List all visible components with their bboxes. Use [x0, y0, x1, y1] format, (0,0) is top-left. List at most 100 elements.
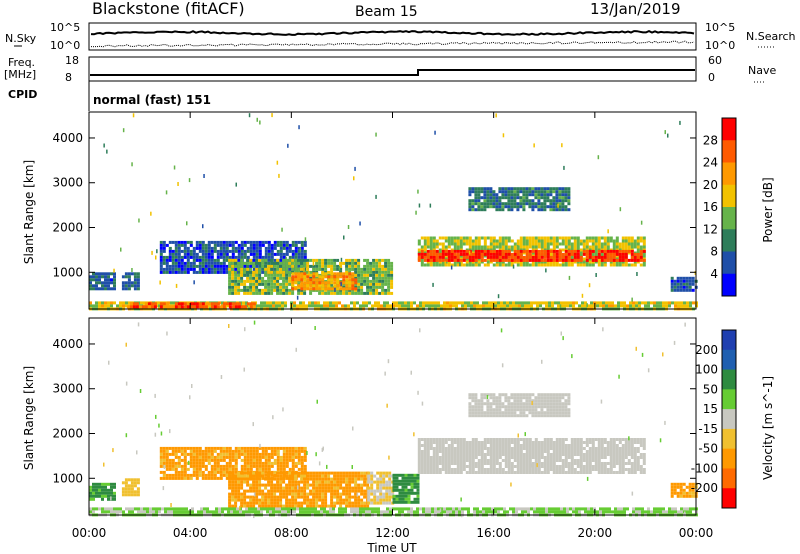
power-cell — [600, 255, 604, 259]
power-cell — [423, 242, 427, 246]
velocity-cell — [492, 450, 496, 453]
power-cell — [129, 302, 133, 306]
power-cell — [282, 264, 286, 268]
power-cell — [318, 261, 322, 265]
velocity-cell — [528, 471, 532, 474]
velocity-cell — [165, 446, 169, 450]
velocity-cell — [435, 459, 439, 462]
power-cell — [336, 284, 340, 288]
velocity-cell — [537, 462, 541, 465]
velocity-cell — [537, 468, 541, 471]
power-cell — [324, 287, 328, 291]
power-cell — [483, 190, 487, 194]
power-cell — [122, 304, 125, 308]
power-cell — [410, 301, 413, 305]
power-cell — [168, 246, 172, 250]
velocity-cell — [294, 495, 298, 499]
power-cell — [459, 263, 463, 267]
power-cell — [621, 239, 625, 243]
power-cell — [273, 288, 277, 292]
power-scatter-cell — [607, 229, 609, 234]
velocity-cell — [282, 446, 286, 450]
velocity-cell — [216, 458, 220, 462]
velocity-cell — [186, 473, 190, 477]
velocity-cell — [312, 504, 316, 508]
power-cell — [486, 193, 490, 197]
velocity-cell — [288, 489, 292, 493]
velocity-cell — [291, 467, 295, 471]
power-cell — [540, 249, 544, 253]
power-cell — [264, 264, 268, 268]
velocity-cell — [360, 477, 364, 481]
power-cell — [294, 272, 298, 276]
velocity-cell — [540, 450, 544, 453]
velocity-cell — [498, 468, 502, 471]
velocity-cell — [465, 441, 469, 444]
velocity-cell — [450, 444, 454, 447]
power-cell — [267, 258, 271, 262]
velocity-cell — [282, 455, 286, 459]
power-cell — [404, 304, 407, 308]
power-cell — [183, 261, 187, 265]
power-cell — [642, 239, 646, 243]
power-cell — [377, 304, 380, 308]
power-cell — [261, 276, 265, 280]
power-cell — [456, 242, 460, 246]
velocity-cell — [376, 477, 380, 481]
velocity-cell — [234, 504, 238, 508]
velocity-cell — [537, 441, 541, 444]
velocity-cell — [237, 492, 241, 496]
power-cell — [255, 282, 259, 286]
power-cell — [447, 239, 451, 243]
power-cell — [549, 202, 553, 206]
power-cell — [311, 304, 314, 308]
power-cell — [270, 243, 274, 247]
power-cell — [516, 260, 520, 264]
power-cell — [510, 190, 514, 194]
velocity-cell — [348, 486, 352, 490]
velocity-cell — [327, 477, 331, 481]
power-cell — [210, 246, 214, 250]
velocity-cell — [558, 438, 562, 441]
power-cell — [243, 252, 247, 256]
power-cell — [183, 252, 187, 256]
power-cell — [384, 264, 388, 268]
velocity-cell — [315, 480, 319, 484]
power-cell — [425, 304, 428, 308]
velocity-cell — [216, 446, 220, 450]
velocity-cell — [237, 483, 241, 487]
power-cell — [543, 205, 547, 209]
power-cell — [288, 291, 292, 295]
power-cell — [603, 263, 607, 267]
power-cell — [348, 258, 352, 262]
power-cell — [306, 287, 310, 291]
power-cell — [312, 287, 316, 291]
velocity-cell — [416, 500, 420, 504]
power-cell — [533, 301, 536, 305]
velocity-cell — [261, 471, 265, 475]
power-cell — [594, 255, 598, 259]
power-cell — [450, 255, 454, 259]
power-cell — [101, 272, 104, 276]
power-cell — [480, 260, 484, 264]
power-cell — [534, 260, 538, 264]
power-cell — [513, 193, 517, 197]
power-cell — [159, 246, 163, 250]
velocity-cell — [324, 483, 328, 487]
power-scatter-cell — [132, 113, 135, 118]
velocity-cell — [321, 486, 325, 490]
power-cell — [258, 258, 262, 262]
power-cell — [153, 302, 157, 306]
power-cell — [552, 263, 556, 267]
power-cell — [225, 270, 229, 274]
power-cell — [246, 264, 250, 268]
power-cell — [306, 267, 310, 271]
velocity-cell — [558, 450, 562, 453]
freq-series-line — [90, 69, 695, 76]
velocity-cell — [303, 467, 307, 471]
velocity-cell — [231, 471, 235, 475]
power-cell — [213, 305, 217, 309]
velocity-cell — [376, 471, 380, 475]
velocity-cell — [267, 489, 271, 493]
power-cell — [477, 193, 481, 197]
